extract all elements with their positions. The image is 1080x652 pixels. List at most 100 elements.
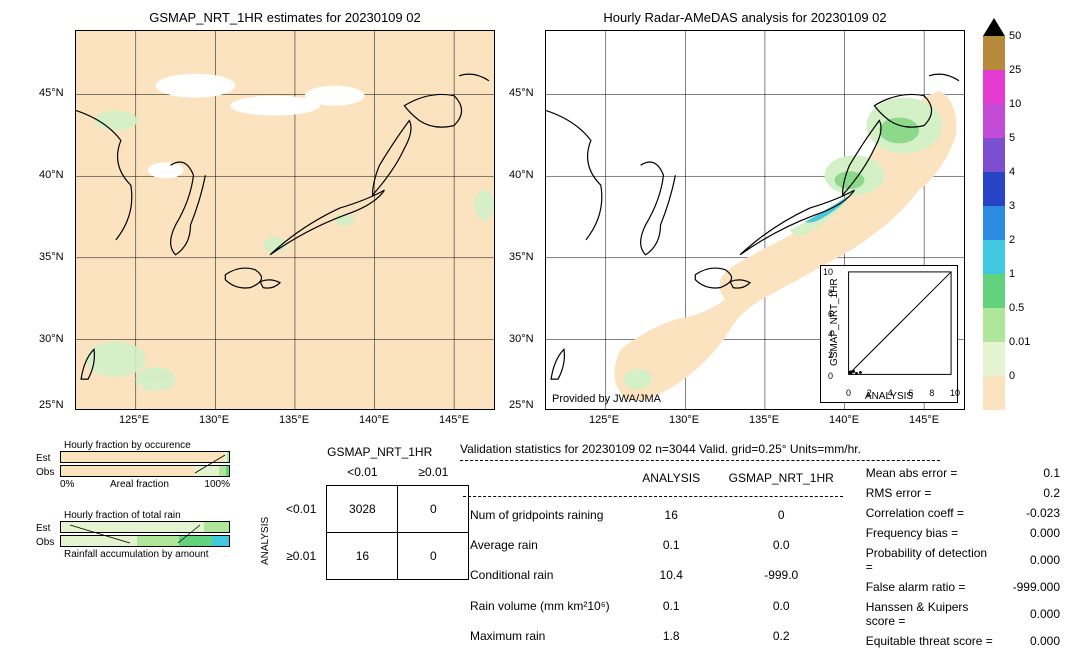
map-xtick: 135°E [749, 414, 779, 426]
vrow-label: Average rain [462, 531, 624, 559]
contingency-col-header: GSMAP_NRT_1HR [290, 445, 469, 459]
map-attribution: Provided by JWA/JMA [552, 393, 661, 405]
colorbar-segment [983, 342, 1005, 376]
scatter-inset: 0246810 0246810 ANALYSIS GSMAP_NRT_1HR [820, 265, 958, 403]
metric-key: Equitable threat score = [858, 632, 1003, 650]
vrow-a: 1.8 [626, 622, 717, 650]
ct-11: 0 [398, 533, 469, 580]
contingency-block: GSMAP_NRT_1HR ANALYSIS <0.01≥0.01 <0.013… [260, 445, 469, 580]
validation-table: ANALYSISGSMAP_NRT_1HR Num of gridpoints … [460, 462, 846, 652]
map-xtick: 125°E [589, 414, 619, 426]
ct-00: 3028 [327, 486, 398, 533]
colorbar-arrow [983, 18, 1005, 36]
metric-val: -999.000 [1005, 578, 1068, 596]
occ-row-est: Est [36, 453, 60, 464]
colorbar-label: 50 [1009, 30, 1021, 42]
map-xtick: 135°E [279, 414, 309, 426]
colorbar-segment [983, 36, 1005, 70]
vrow-b: -999.0 [719, 561, 844, 589]
metric-key: Mean abs error = [858, 464, 1003, 482]
rain-row-est: Est [36, 523, 60, 534]
colorbar-segment [983, 138, 1005, 172]
map-ytick: 35°N [39, 251, 64, 263]
map-xtick: 140°E [359, 414, 389, 426]
metric-val: 0.1 [1005, 464, 1068, 482]
validation-title: Validation statistics for 20230109 02 n=… [460, 442, 1070, 456]
metric-val: -0.023 [1005, 504, 1068, 522]
vrow-a: 0.1 [626, 592, 717, 620]
colorbar-label: 4 [1009, 166, 1015, 178]
metrics-table: Mean abs error =0.1RMS error =0.2Correla… [856, 462, 1070, 652]
hbar-occurrence: Hourly fraction by occurence Est Obs 0% … [36, 440, 231, 490]
ct-10: 16 [327, 533, 398, 580]
map-ytick: 40°N [39, 169, 64, 181]
occ-xlabel-0: 0% [60, 479, 74, 490]
metric-key: Hanssen & Kuipers score = [858, 598, 1003, 630]
ct-row-0: <0.01 [276, 486, 327, 533]
colorbar-segment [983, 274, 1005, 308]
vrow-b: 0.0 [719, 531, 844, 559]
hbar-totalrain: Hourly fraction of total rain Est Obs Ra… [36, 510, 231, 560]
occ-xlabel-2: 100% [204, 479, 230, 490]
metric-key: Correlation coeff = [858, 504, 1003, 522]
vrow-a: 16 [626, 501, 717, 529]
colorbar-segment [983, 376, 1005, 410]
colorbar: 502510543210.50.010 [983, 36, 1005, 410]
metric-val: 0.000 [1005, 544, 1068, 576]
map-ytick: 25°N [509, 399, 534, 411]
vrow-label: Rain volume (mm km²10⁶) [462, 592, 624, 620]
left-map-title: GSMAP_NRT_1HR estimates for 20230109 02 [75, 10, 495, 25]
accum-title: Rainfall accumulation by amount [64, 549, 231, 560]
scatter-ylabel: GSMAP_NRT_1HR [829, 278, 840, 366]
map-ytick: 35°N [509, 251, 534, 263]
metric-key: RMS error = [858, 484, 1003, 502]
metric-val: 0.000 [1005, 632, 1068, 650]
scatter-ytick: 0 [828, 371, 833, 381]
colorbar-label: 0.5 [1009, 302, 1024, 314]
metric-val: 0.000 [1005, 524, 1068, 542]
map-ytick: 40°N [509, 169, 534, 181]
ct-col-1: ≥0.01 [398, 459, 469, 486]
contingency-table: <0.01≥0.01 <0.0130280 ≥0.01160 [276, 459, 469, 580]
map-ytick: 25°N [39, 399, 64, 411]
vrow-a: 10.4 [626, 561, 717, 589]
colorbar-label: 5 [1009, 132, 1015, 144]
map-xtick: 145°E [909, 414, 939, 426]
map-xtick: 145°E [439, 414, 469, 426]
metric-key: Probability of detection = [858, 544, 1003, 576]
left-map [75, 30, 495, 410]
map-xtick: 130°E [199, 414, 229, 426]
vrow-b: 0.0 [719, 592, 844, 620]
colorbar-label: 0 [1009, 370, 1015, 382]
vrow-label: Maximum rain [462, 622, 624, 650]
map-ytick: 45°N [39, 87, 64, 99]
vrow-label: Num of gridpoints raining [462, 501, 624, 529]
colorbar-segment [983, 240, 1005, 274]
ct-col-0: <0.01 [327, 459, 398, 486]
scatter-ytick: 10 [823, 267, 833, 277]
occ-title: Hourly fraction by occurence [64, 440, 231, 451]
metric-val: 0.2 [1005, 484, 1068, 502]
occ-xlabel-1: Areal fraction [110, 479, 169, 490]
validation-block: Validation statistics for 20230109 02 n=… [460, 442, 1070, 652]
colorbar-label: 10 [1009, 98, 1021, 110]
map-xtick: 125°E [119, 414, 149, 426]
right-map-title: Hourly Radar-AMeDAS analysis for 2023010… [535, 10, 955, 25]
vrow-b: 0.2 [719, 622, 844, 650]
colorbar-label: 25 [1009, 64, 1021, 76]
vt-h0: ANALYSIS [626, 464, 717, 492]
map-ytick: 30°N [509, 333, 534, 345]
colorbar-label: 3 [1009, 200, 1015, 212]
ct-row-1: ≥0.01 [276, 533, 327, 580]
ct-01: 0 [398, 486, 469, 533]
occ-row-obs: Obs [36, 467, 60, 478]
colorbar-segment [983, 104, 1005, 138]
rain-row-obs: Obs [36, 537, 60, 548]
metric-key: Frequency bias = [858, 524, 1003, 542]
colorbar-label: 1 [1009, 268, 1015, 280]
metric-key: False alarm ratio = [858, 578, 1003, 596]
contingency-row-header: ANALYSIS [260, 517, 271, 565]
vrow-label: Conditional rain [462, 561, 624, 589]
map-ytick: 45°N [509, 87, 534, 99]
vt-h1: GSMAP_NRT_1HR [719, 464, 844, 492]
